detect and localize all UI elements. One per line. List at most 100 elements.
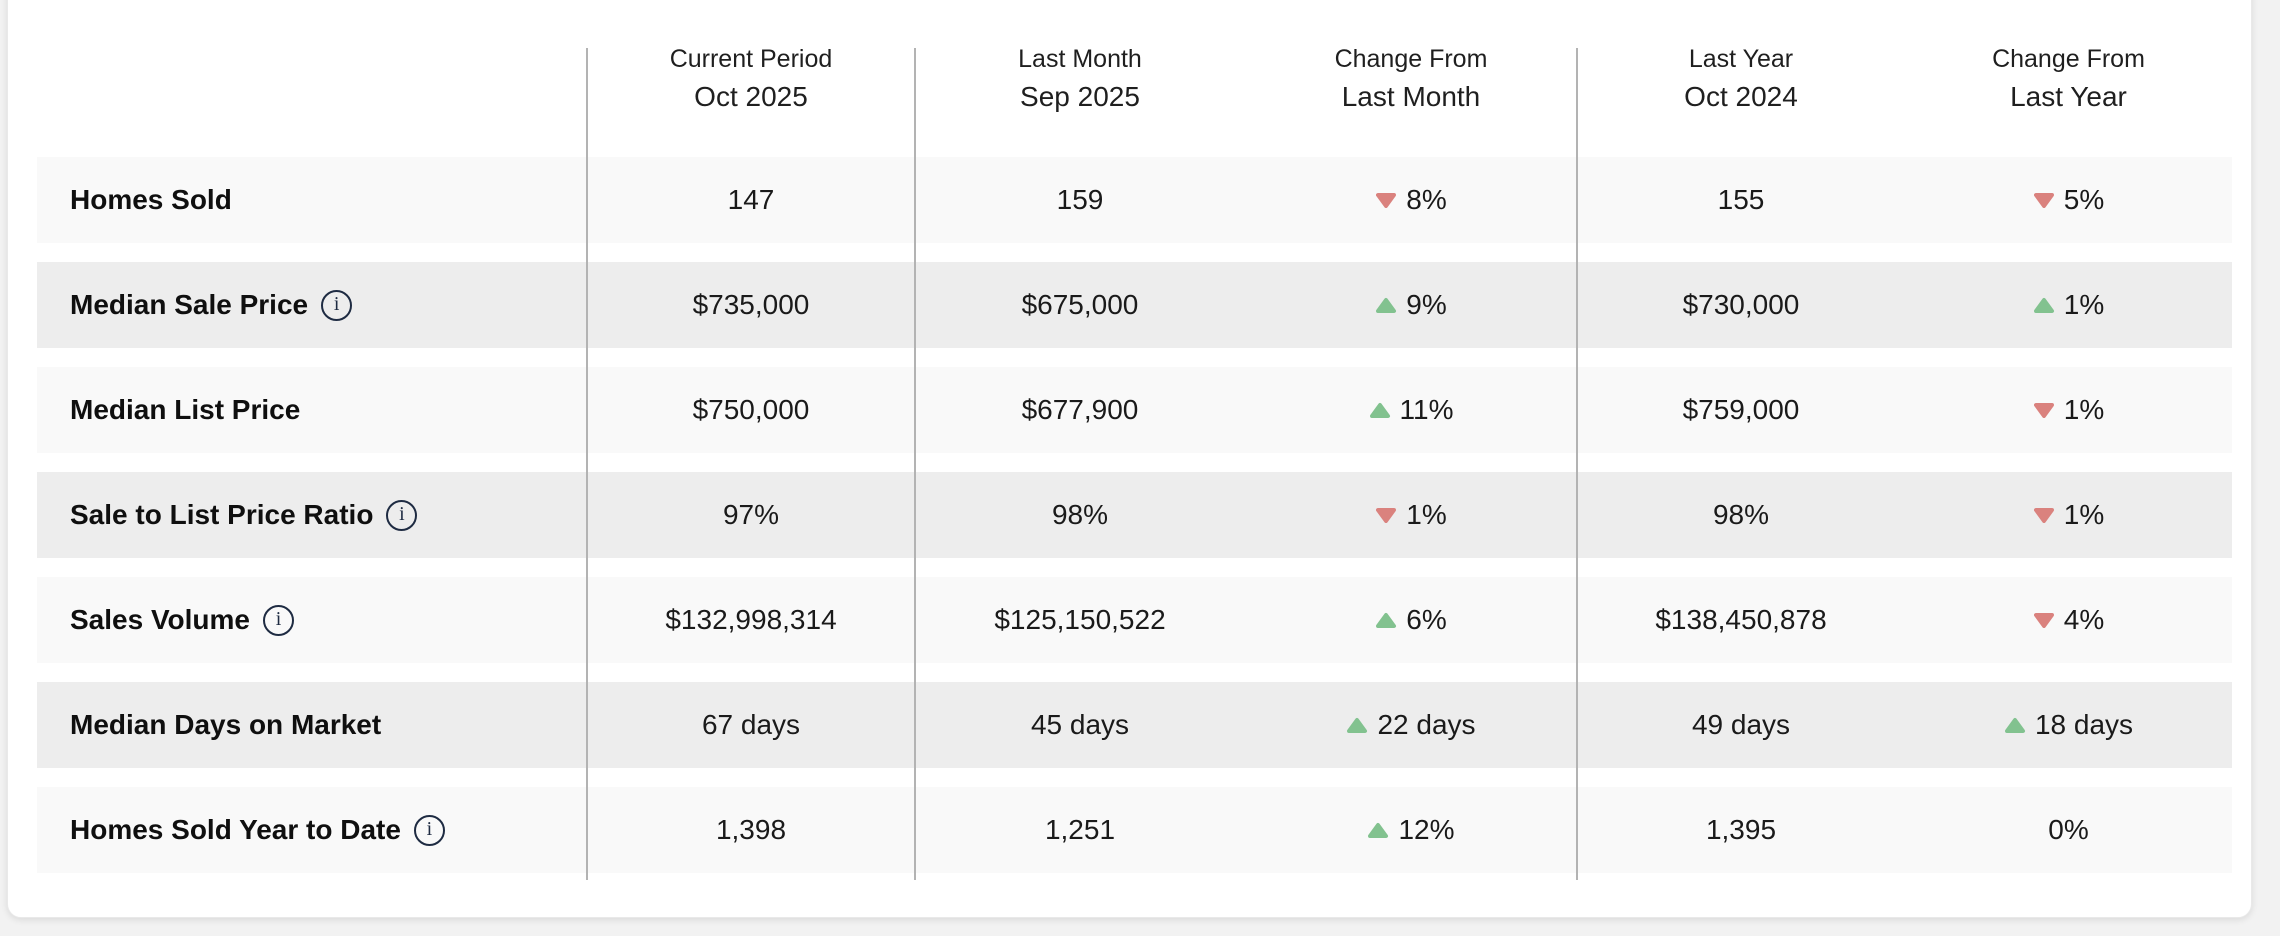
metric-label: Median Days on Market bbox=[70, 709, 382, 740]
table-header-row: Current Period Oct 2025 Last Month Sep 2… bbox=[37, 30, 2232, 157]
metric-label: Sales Volume bbox=[70, 604, 251, 635]
info-icon[interactable]: i bbox=[386, 499, 418, 531]
table-row-homes-sold: Homes Sold i 147 159 8% 155 5% bbox=[37, 157, 2232, 243]
change-value: 11% bbox=[1399, 394, 1454, 425]
header-line1: Current Period bbox=[669, 45, 833, 73]
table-row-median-list-price: Median List Price i $750,000 $677,900 11… bbox=[37, 367, 2232, 453]
last-year-value: 155 bbox=[1717, 184, 1765, 215]
trend-up-icon bbox=[1367, 822, 1389, 839]
trend-up-icon bbox=[1375, 612, 1397, 629]
change-from-last-month-cell: 12% bbox=[1245, 787, 1577, 873]
change-from-last-year-cell: 0% bbox=[1905, 787, 2232, 873]
header-line1: Last Year bbox=[1688, 45, 1794, 73]
last-year-value: $138,450,878 bbox=[1655, 604, 1827, 635]
table-row-median-days-on-market: Median Days on Market i 67 days 45 days … bbox=[37, 682, 2232, 768]
header-line1: Last Month bbox=[1018, 45, 1142, 73]
metric-label: Median Sale Price bbox=[70, 289, 309, 320]
change-value: 1% bbox=[1406, 499, 1447, 530]
header-spacer bbox=[37, 40, 587, 157]
row-label-cell: Median Sale Price i bbox=[37, 262, 587, 348]
change-from-last-year-cell: 4% bbox=[1905, 577, 2232, 663]
current-period-value: $132,998,314 bbox=[665, 604, 837, 635]
trend-up-icon bbox=[1369, 402, 1391, 419]
change-value: 1% bbox=[2063, 394, 2105, 425]
current-period-value: 1,398 bbox=[715, 814, 787, 845]
trend-down-icon bbox=[1375, 192, 1397, 209]
row-label-cell: Homes Sold i bbox=[37, 157, 587, 243]
info-icon[interactable]: i bbox=[263, 604, 295, 636]
last-year-value: 1,395 bbox=[1705, 814, 1777, 845]
column-header-last-year: Last Year Oct 2024 bbox=[1577, 40, 1905, 157]
column-divider bbox=[586, 48, 588, 880]
column-header-last-month: Last Month Sep 2025 bbox=[915, 40, 1245, 157]
trend-down-icon bbox=[2033, 612, 2055, 629]
change-from-last-year-cell: 18 days bbox=[1905, 682, 2232, 768]
table-row-sales-volume: Sales Volume i $132,998,314 $125,150,522… bbox=[37, 577, 2232, 663]
table-row-homes-sold-year-to-date: Homes Sold Year to Date i 1,398 1,251 12… bbox=[37, 787, 2232, 873]
change-value: 5% bbox=[2063, 184, 2105, 215]
current-period-value: $735,000 bbox=[692, 289, 810, 320]
change-from-last-month-cell: 8% bbox=[1245, 157, 1577, 243]
last-month-value: 159 bbox=[1056, 184, 1104, 215]
trend-up-icon bbox=[2004, 717, 2026, 734]
row-label-cell: Median Days on Market i bbox=[37, 682, 587, 768]
change-from-last-month-cell: 6% bbox=[1245, 577, 1577, 663]
change-value: 4% bbox=[2063, 604, 2105, 635]
trend-down-icon bbox=[2033, 507, 2055, 524]
change-from-last-month-cell: 22 days bbox=[1245, 682, 1577, 768]
column-divider bbox=[914, 48, 916, 880]
header-line1: Change From bbox=[1334, 45, 1488, 73]
row-label-cell: Homes Sold Year to Date i bbox=[37, 787, 587, 873]
row-label-cell: Median List Price i bbox=[37, 367, 587, 453]
column-header-current-period: Current Period Oct 2025 bbox=[587, 40, 915, 157]
header-line2: Oct 2025 bbox=[694, 81, 808, 112]
change-from-last-year-cell: 1% bbox=[1905, 367, 2232, 453]
current-period-value: 147 bbox=[727, 184, 775, 215]
change-from-last-year-cell: 5% bbox=[1905, 157, 2232, 243]
info-icon[interactable]: i bbox=[321, 289, 353, 321]
row-label-cell: Sales Volume i bbox=[37, 577, 587, 663]
header-line2: Oct 2024 bbox=[1684, 81, 1798, 112]
metric-label: Homes Sold bbox=[70, 184, 232, 215]
last-year-value: 98% bbox=[1712, 499, 1770, 530]
change-value: 1% bbox=[2063, 289, 2105, 320]
current-period-value: 97% bbox=[722, 499, 780, 530]
table-row-median-sale-price: Median Sale Price i $735,000 $675,000 9%… bbox=[37, 262, 2232, 348]
market-stats-table: Current Period Oct 2025 Last Month Sep 2… bbox=[37, 30, 2232, 892]
change-value: 18 days bbox=[2034, 709, 2134, 740]
change-from-last-year-cell: 1% bbox=[1905, 262, 2232, 348]
last-month-value: 1,251 bbox=[1044, 814, 1116, 845]
trend-up-icon bbox=[2033, 297, 2055, 314]
last-month-value: $675,000 bbox=[1021, 289, 1139, 320]
column-divider bbox=[1576, 48, 1578, 880]
header-line2: Last Month bbox=[1341, 81, 1481, 112]
trend-down-icon bbox=[2033, 192, 2055, 209]
change-value: 9% bbox=[1406, 289, 1447, 320]
trend-down-icon bbox=[1375, 507, 1397, 524]
trend-up-icon bbox=[1346, 717, 1368, 734]
change-value: 22 days bbox=[1377, 709, 1476, 740]
change-value: 8% bbox=[1406, 184, 1447, 215]
row-label-cell: Sale to List Price Ratio i bbox=[37, 472, 587, 558]
metric-label: Sale to List Price Ratio bbox=[70, 499, 374, 530]
info-icon[interactable]: i bbox=[413, 814, 445, 846]
change-from-last-month-cell: 9% bbox=[1245, 262, 1577, 348]
current-period-value: $750,000 bbox=[692, 394, 810, 425]
last-month-value: $125,150,522 bbox=[994, 604, 1166, 635]
last-month-value: 45 days bbox=[1030, 709, 1130, 740]
change-from-last-month-cell: 1% bbox=[1245, 472, 1577, 558]
last-month-value: $677,900 bbox=[1021, 394, 1139, 425]
change-value: 6% bbox=[1406, 604, 1447, 635]
trend-down-icon bbox=[2033, 402, 2055, 419]
change-from-last-year-cell: 1% bbox=[1905, 472, 2232, 558]
metric-label: Homes Sold Year to Date bbox=[70, 814, 401, 845]
last-month-value: 98% bbox=[1051, 499, 1109, 530]
current-period-value: 67 days bbox=[701, 709, 801, 740]
header-line2: Sep 2025 bbox=[1020, 81, 1140, 112]
change-from-last-month-cell: 11% bbox=[1245, 367, 1577, 453]
table-row-sale-to-list-price-ratio: Sale to List Price Ratio i 97% 98% 1% 98… bbox=[37, 472, 2232, 558]
column-header-change-from-last-month: Change From Last Month bbox=[1245, 40, 1577, 157]
change-value: 0% bbox=[2048, 814, 2089, 845]
change-value: 12% bbox=[1398, 814, 1455, 845]
last-year-value: $730,000 bbox=[1682, 289, 1800, 320]
